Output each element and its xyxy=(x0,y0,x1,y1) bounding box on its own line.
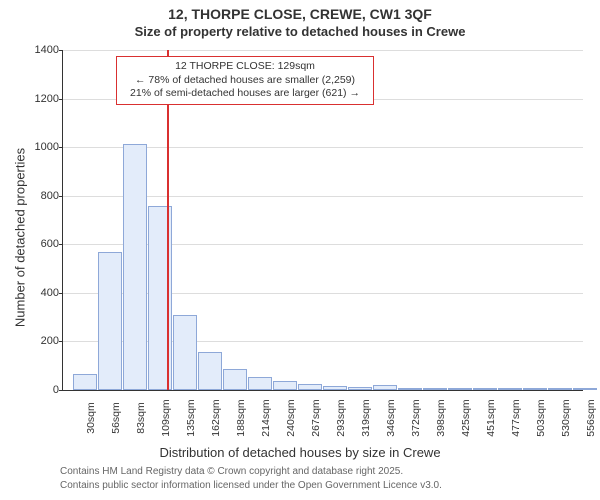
xtick-label: 372sqm xyxy=(410,388,422,448)
x-axis-label: Distribution of detached houses by size … xyxy=(0,445,600,460)
ytick-label: 200 xyxy=(19,335,59,347)
ytick-mark xyxy=(59,50,63,51)
xtick-label: 530sqm xyxy=(560,388,572,448)
xtick-label: 477sqm xyxy=(510,388,522,448)
xtick-label: 556sqm xyxy=(585,388,597,448)
chart-title-line2: Size of property relative to detached ho… xyxy=(0,24,600,39)
annotation-line1: ← 78% of detached houses are smaller (2,… xyxy=(123,74,367,88)
plot-area: 020040060080010001200140030sqm56sqm83sqm… xyxy=(62,50,583,391)
xtick-label: 293sqm xyxy=(335,388,347,448)
xtick-label: 162sqm xyxy=(210,388,222,448)
xtick-label: 267sqm xyxy=(310,388,322,448)
xtick-label: 346sqm xyxy=(385,388,397,448)
ytick-label: 1200 xyxy=(19,93,59,105)
ytick-mark xyxy=(59,341,63,342)
xtick-label: 83sqm xyxy=(135,388,147,448)
ytick-mark xyxy=(59,244,63,245)
ytick-mark xyxy=(59,196,63,197)
ytick-label: 800 xyxy=(19,190,59,202)
ytick-mark xyxy=(59,293,63,294)
xtick-label: 503sqm xyxy=(535,388,547,448)
xtick-label: 109sqm xyxy=(160,388,172,448)
marker-annotation-box: 12 THORPE CLOSE: 129sqm ← 78% of detache… xyxy=(116,56,374,105)
annotation-title: 12 THORPE CLOSE: 129sqm xyxy=(123,60,367,74)
xtick-label: 319sqm xyxy=(360,388,372,448)
histogram-bar xyxy=(123,144,147,390)
xtick-label: 425sqm xyxy=(460,388,472,448)
xtick-label: 240sqm xyxy=(285,388,297,448)
footer-line2: Contains public sector information licen… xyxy=(60,479,442,493)
annotation-line2: 21% of semi-detached houses are larger (… xyxy=(123,87,367,101)
xtick-label: 30sqm xyxy=(85,388,97,448)
xtick-label: 398sqm xyxy=(435,388,447,448)
ytick-mark xyxy=(59,390,63,391)
ytick-label: 600 xyxy=(19,238,59,250)
xtick-label: 451sqm xyxy=(485,388,497,448)
histogram-bar xyxy=(173,315,197,390)
xtick-label: 56sqm xyxy=(110,388,122,448)
histogram-bar xyxy=(223,369,247,390)
ytick-mark xyxy=(59,147,63,148)
chart-title-line1: 12, THORPE CLOSE, CREWE, CW1 3QF xyxy=(0,6,600,22)
chart-container: 12, THORPE CLOSE, CREWE, CW1 3QF Size of… xyxy=(0,0,600,500)
xtick-label: 135sqm xyxy=(185,388,197,448)
footer-line1: Contains HM Land Registry data © Crown c… xyxy=(60,465,442,479)
histogram-bar xyxy=(198,352,222,390)
xtick-label: 188sqm xyxy=(235,388,247,448)
ytick-label: 1400 xyxy=(19,44,59,56)
ytick-label: 1000 xyxy=(19,141,59,153)
histogram-bar xyxy=(98,252,122,390)
footer-attribution: Contains HM Land Registry data © Crown c… xyxy=(60,465,442,492)
ytick-mark xyxy=(59,99,63,100)
ytick-label: 400 xyxy=(19,287,59,299)
gridline xyxy=(63,50,583,51)
ytick-label: 0 xyxy=(19,384,59,396)
xtick-label: 214sqm xyxy=(260,388,272,448)
